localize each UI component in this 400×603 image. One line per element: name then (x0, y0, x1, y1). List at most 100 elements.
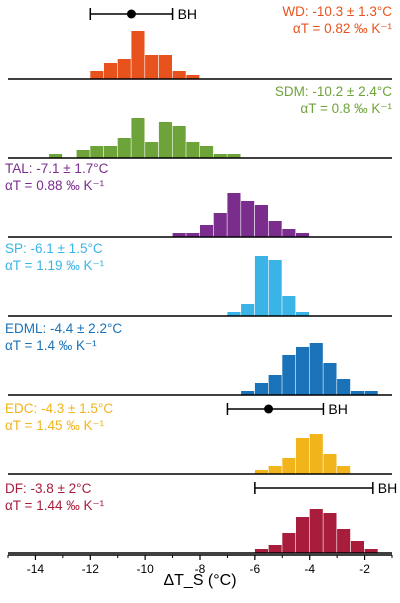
bar-tal-3 (213, 213, 227, 237)
bar-tal-4 (227, 193, 241, 237)
panels-group: BH BH BH (8, 6, 397, 554)
panel-label-sdm-line2: αT = 0.8 ‰ K⁻¹ (300, 101, 392, 116)
panel-label-tal: TAL: -7.1 ± 1.7°C αT = 0.88 ‰ K⁻¹ (5, 160, 108, 194)
bar-edc-3 (296, 438, 310, 474)
bar-tal-7 (268, 221, 282, 237)
panel-sdm (8, 118, 392, 159)
bar-sdm-11 (213, 154, 227, 158)
bar-tal-8 (282, 229, 296, 237)
bar-edc-5 (323, 454, 337, 474)
bh-center-wd (126, 9, 136, 19)
x-axis: -14 -12 -10 -8 -6 -4 -2 (7, 554, 393, 576)
bar-wd-5 (158, 55, 172, 79)
bar-wd-1 (104, 63, 118, 79)
bar-df-7 (350, 541, 364, 553)
bar-edml-0 (241, 391, 255, 395)
bar-wd-2 (117, 59, 131, 79)
bar-edml-5 (309, 343, 323, 395)
bar-tal-2 (200, 225, 214, 237)
panel-label-edml-line1: EDML: -4.4 ± 2.2°C (5, 321, 123, 336)
panel-label-sp: SP: -6.1 ± 1.5°C αT = 1.19 ‰ K⁻¹ (5, 240, 104, 274)
panel-wd: BH (8, 6, 392, 80)
bar-sp-2 (254, 256, 268, 316)
bar-df-3 (296, 517, 310, 553)
bar-edml-6 (323, 363, 337, 395)
x-tick-label--8: -8 (195, 562, 206, 576)
bar-tal-0 (172, 233, 186, 237)
bar-tal-5 (241, 201, 255, 237)
bar-edc-1 (268, 466, 282, 474)
bar-edc-0 (254, 470, 268, 474)
panel-label-edml: EDML: -4.4 ± 2.2°C αT = 1.4 ‰ K⁻¹ (5, 320, 122, 354)
bar-sdm-8 (172, 126, 186, 158)
x-tick-label--4: -4 (304, 562, 315, 576)
panel-label-tal-line2: αT = 0.88 ‰ K⁻¹ (5, 178, 105, 193)
bar-edml-9 (364, 391, 378, 395)
panel-df: BH (8, 480, 397, 554)
panel-sp (8, 256, 392, 317)
bar-sp-0 (227, 312, 241, 316)
bar-sdm-3 (104, 146, 118, 158)
bar-sdm-5 (131, 118, 145, 158)
panel-label-df-line2: αT = 1.44 ‰ K⁻¹ (5, 498, 105, 513)
panel-label-edc: EDC: -4.3 ± 1.5°C αT = 1.45 ‰ K⁻¹ (5, 400, 113, 434)
panel-label-wd-line2: αT = 0.82 ‰ K⁻¹ (292, 21, 392, 36)
bar-sp-5 (296, 312, 310, 316)
bar-tal-9 (296, 233, 310, 237)
bh-label-edc: BH (328, 401, 347, 417)
x-axis-title: ΔT_S (°C) (163, 572, 237, 589)
bar-edml-2 (268, 375, 282, 395)
bar-df-6 (337, 529, 351, 553)
bar-wd-3 (131, 31, 145, 79)
panel-label-sp-line2: αT = 1.19 ‰ K⁻¹ (5, 258, 105, 273)
bar-edc-6 (337, 466, 351, 474)
panel-label-sdm-line1: SDM: -10.2 ± 2.4°C (274, 84, 392, 99)
bar-tal-6 (254, 205, 268, 237)
panel-label-edml-line2: αT = 1.4 ‰ K⁻¹ (5, 338, 97, 353)
panel-label-sdm: SDM: -10.2 ± 2.4°C αT = 0.8 ‰ K⁻¹ (275, 83, 392, 117)
panel-label-wd: WD: -10.3 ± 1.3°C αT = 0.82 ‰ K⁻¹ (282, 3, 392, 37)
bar-sdm-12 (227, 154, 241, 158)
bar-sp-1 (241, 304, 255, 316)
x-tick-label--14: -14 (27, 562, 45, 576)
panel-label-sp-line1: SP: -6.1 ± 1.5°C (5, 241, 103, 256)
bar-wd-4 (145, 55, 159, 79)
bar-wd-6 (172, 71, 186, 79)
bh-label-df: BH (378, 480, 397, 496)
bh-label-wd: BH (178, 6, 197, 22)
bar-df-5 (323, 513, 337, 553)
bar-sdm-1 (76, 150, 90, 158)
panel-edc: BH (8, 401, 392, 475)
panel-label-wd-line1: WD: -10.3 ± 1.3°C (282, 4, 392, 19)
bar-tal-1 (186, 233, 200, 237)
bar-sdm-9 (186, 142, 200, 158)
bar-df-8 (364, 549, 378, 553)
bar-wd-7 (186, 75, 200, 79)
x-tick-label--12: -12 (82, 562, 100, 576)
bar-sdm-6 (145, 142, 159, 158)
bar-edml-4 (296, 347, 310, 395)
bh-center-edc (264, 404, 274, 414)
bar-sdm-10 (200, 146, 214, 158)
bar-df-2 (282, 533, 296, 553)
bar-df-4 (309, 509, 323, 553)
bar-edml-8 (350, 391, 364, 395)
bar-edml-1 (254, 383, 268, 395)
bar-edml-7 (337, 379, 351, 395)
bar-df-1 (268, 545, 282, 553)
bar-edml-3 (282, 355, 296, 395)
x-tick-label--10: -10 (136, 562, 154, 576)
bar-sdm-2 (90, 146, 104, 158)
panel-label-edc-line1: EDC: -4.3 ± 1.5°C (5, 401, 114, 416)
bar-edc-4 (309, 434, 323, 474)
panel-edml (8, 343, 392, 396)
bar-wd-0 (90, 71, 104, 79)
bar-sp-4 (282, 296, 296, 316)
x-tick-label--2: -2 (359, 562, 370, 576)
bar-df-0 (254, 549, 268, 553)
panel-tal (8, 193, 392, 238)
panel-label-df-line1: DF: -3.8 ± 2°C (5, 481, 92, 496)
panel-label-edc-line2: αT = 1.45 ‰ K⁻¹ (5, 418, 105, 433)
panel-label-tal-line1: TAL: -7.1 ± 1.7°C (5, 161, 109, 176)
bar-sdm-4 (117, 138, 131, 158)
